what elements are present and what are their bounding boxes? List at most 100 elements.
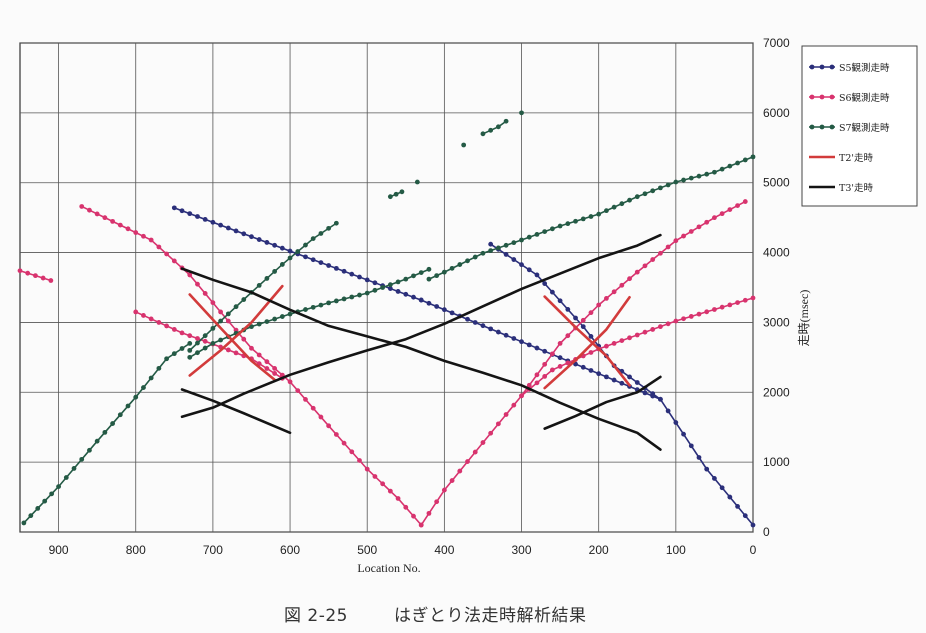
x-tick-label: 300 xyxy=(512,543,532,557)
data-point xyxy=(480,323,486,329)
data-point xyxy=(681,431,686,437)
data-point xyxy=(519,339,524,345)
data-point xyxy=(357,292,362,298)
data-point xyxy=(295,388,301,394)
data-point xyxy=(480,250,486,256)
data-point xyxy=(658,396,663,402)
data-point xyxy=(218,318,224,324)
data-point xyxy=(364,290,370,296)
x-axis-label: Location No. xyxy=(357,561,420,575)
data-point xyxy=(387,286,393,291)
data-point xyxy=(387,488,393,494)
data-point xyxy=(218,309,224,315)
x-tick-label: 900 xyxy=(49,543,69,557)
data-point xyxy=(488,127,494,133)
data-point xyxy=(457,262,463,267)
data-point xyxy=(333,432,339,437)
data-point xyxy=(642,263,648,269)
data-point xyxy=(557,340,563,346)
data-point xyxy=(179,208,185,214)
data-point xyxy=(310,257,316,263)
data-point xyxy=(380,285,386,290)
series-line xyxy=(180,233,662,419)
data-point xyxy=(619,338,625,343)
data-point xyxy=(414,179,420,185)
data-point xyxy=(712,307,717,312)
data-point xyxy=(604,374,609,380)
data-point xyxy=(526,382,532,388)
data-point xyxy=(341,268,347,274)
data-point xyxy=(742,199,748,204)
x-tick-label: 0 xyxy=(750,543,757,557)
data-point xyxy=(17,268,23,274)
data-point xyxy=(472,254,478,260)
y-tick-label: 7000 xyxy=(763,36,790,50)
data-point xyxy=(40,275,46,281)
data-point xyxy=(727,494,733,500)
series-line xyxy=(420,200,746,526)
data-point xyxy=(704,466,710,472)
plot-grid xyxy=(19,42,754,533)
data-point xyxy=(21,520,27,526)
data-point xyxy=(187,272,193,278)
legend-label: S7観測走時 xyxy=(839,122,890,134)
data-point xyxy=(480,440,486,445)
data-point xyxy=(557,223,563,229)
data-point xyxy=(688,229,694,234)
series-line xyxy=(188,293,276,382)
data-point xyxy=(303,307,308,312)
legend-item-s7: S7観測走時 xyxy=(809,122,890,134)
data-point xyxy=(333,220,339,226)
data-point xyxy=(534,345,540,351)
data-point xyxy=(712,169,717,175)
x-tick-labels: 900 800 700 600 500 400 300 200 100 0 xyxy=(49,543,757,557)
data-point xyxy=(449,478,455,483)
data-point xyxy=(241,231,247,237)
data-point xyxy=(249,324,254,330)
data-point xyxy=(256,352,262,358)
data-point xyxy=(79,204,85,209)
data-point xyxy=(465,459,470,464)
legend-marker xyxy=(819,124,825,130)
legend-label: T3'走時 xyxy=(839,183,873,194)
data-point xyxy=(634,269,640,275)
series-line xyxy=(482,120,507,135)
data-point xyxy=(279,314,285,319)
x-tick-label: 200 xyxy=(589,543,609,557)
data-point xyxy=(233,350,239,356)
series-t2 xyxy=(188,284,631,390)
data-point xyxy=(403,504,409,510)
data-point xyxy=(372,287,378,293)
data-point xyxy=(542,229,548,235)
data-point xyxy=(673,420,679,425)
data-point xyxy=(495,124,501,130)
data-point xyxy=(295,249,301,254)
data-point xyxy=(156,244,162,250)
data-point xyxy=(549,351,555,357)
data-point xyxy=(488,326,494,332)
data-point xyxy=(549,289,555,295)
data-point xyxy=(735,503,740,509)
data-point xyxy=(441,307,447,313)
series-line xyxy=(180,267,662,451)
data-point xyxy=(28,513,34,519)
legend-label: T2'走時 xyxy=(839,153,873,164)
y-axis-label: 走時(msec) xyxy=(797,290,811,347)
figure-caption: 図 2-25 はぎとり法走時解析結果 xyxy=(284,601,587,626)
data-point xyxy=(210,219,216,225)
data-point xyxy=(503,118,509,124)
data-point xyxy=(526,342,532,348)
data-point xyxy=(303,254,308,260)
data-point xyxy=(704,309,710,315)
data-point xyxy=(187,340,193,346)
data-point xyxy=(341,440,347,446)
data-point xyxy=(326,423,332,429)
series-line xyxy=(543,375,662,430)
data-point xyxy=(434,499,440,505)
data-point xyxy=(318,260,324,266)
data-point xyxy=(604,208,609,214)
data-point xyxy=(519,393,524,399)
data-point xyxy=(387,194,393,200)
series-line xyxy=(543,295,631,387)
data-point xyxy=(557,355,563,361)
